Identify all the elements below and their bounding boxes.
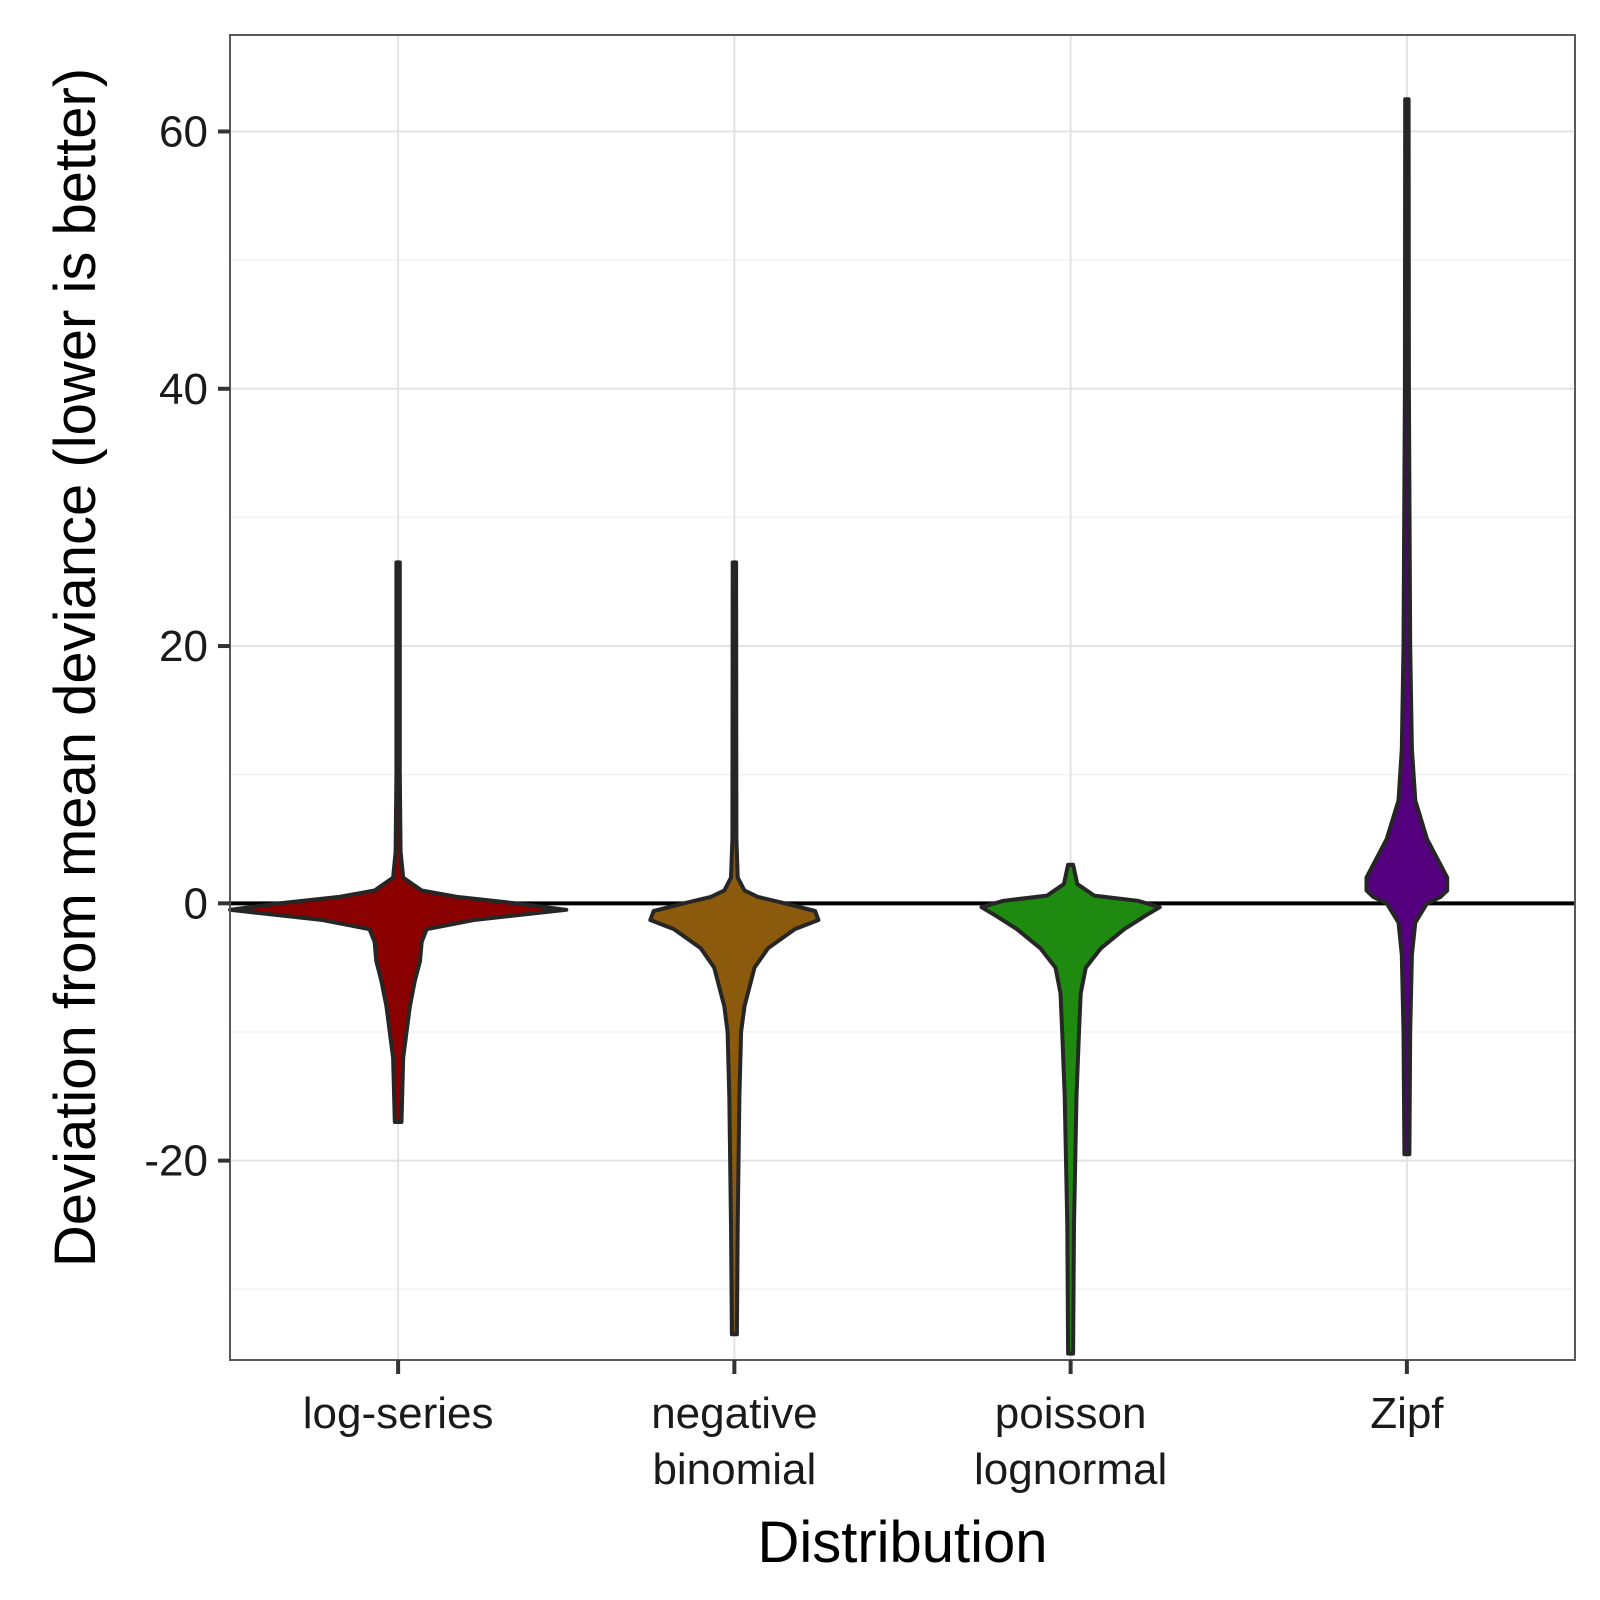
violin-poisson-lognormal (979, 862, 1162, 1356)
y-tick-label: 20 (159, 622, 208, 671)
x-axis-title: Distribution (757, 1510, 1047, 1575)
y-tick-label: 60 (159, 107, 208, 156)
x-tick-label: lognormal (974, 1445, 1167, 1494)
x-axis: log-series negative binomial poisson lognorm… (303, 1360, 1444, 1494)
violin-log-series (228, 560, 569, 1124)
y-tick-label: 0 (184, 879, 208, 928)
y-tick-label: 40 (159, 365, 208, 414)
grid-lines (230, 35, 1575, 1360)
y-tick-label: -20 (144, 1137, 208, 1186)
panel-border (229, 34, 1576, 1361)
x-tick-label: Zipf (1370, 1389, 1444, 1438)
x-tick-label: negative (651, 1389, 817, 1438)
x-tick-label: poisson (995, 1389, 1147, 1438)
y-axis-title: Deviation from mean deviance (lower is b… (43, 68, 108, 1267)
x-tick-label: log-series (303, 1389, 494, 1438)
violin-negative-binomial (648, 560, 821, 1337)
violin-zipf (1364, 97, 1450, 1157)
x-tick-label: binomial (652, 1445, 816, 1494)
violins (228, 97, 1450, 1356)
y-axis: -20 0 20 40 60 (144, 107, 230, 1186)
